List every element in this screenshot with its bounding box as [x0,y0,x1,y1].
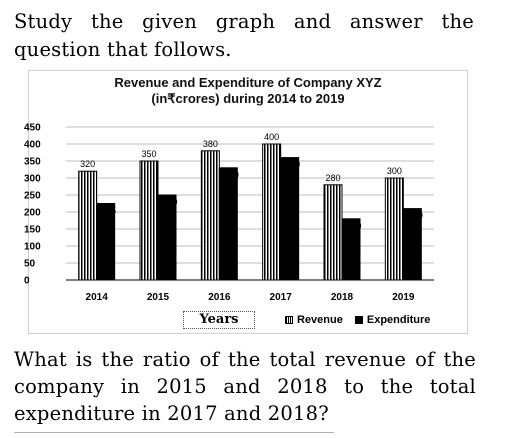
y-tick-label: 450 [24,123,41,134]
x-tick-label: 2016 [208,292,231,303]
question-text: What is the ratio of the total revenue o… [14,348,476,425]
revenue-bar [139,160,159,281]
x-tick-label: 2014 [86,292,109,303]
revenue-data-label: 350 [141,149,156,159]
y-axis-ticks: 0 50 100 150 200 250 300 350 400 450 [24,123,41,287]
chart-title: Revenue and Expenditure of Company XYZ (… [29,75,467,107]
expenditure-data-label: 360 [285,160,300,170]
legend: Revenue Expenditure [285,314,430,326]
x-tick-label: 2015 [147,292,170,303]
x-tick-label: 2019 [392,292,415,303]
bars [78,143,422,281]
expenditure-data-label: 250 [162,197,177,207]
y-tick-label: 200 [24,208,41,219]
expenditure-data-label: 225 [101,206,116,216]
expenditure-data-label: 210 [408,211,423,221]
y-tick-label: 250 [24,191,41,202]
y-tick-label: 350 [24,157,41,168]
legend-swatch-expenditure [354,316,363,324]
y-tick-label: 0 [24,276,30,287]
chart-title-line-2: (in₹crores) during 2014 to 2019 [151,91,345,106]
expenditure-bar [280,157,300,281]
chart-title-line-1: Revenue and Expenditure of Company XYZ [114,75,382,90]
legend-label-expenditure: Expenditure [366,314,431,326]
revenue-bar [323,184,343,281]
divider-line [14,432,334,433]
y-tick-label: 400 [24,140,41,151]
x-tick-label: 2018 [331,292,354,303]
grid-lines [66,126,434,264]
expenditure-bar [157,194,177,281]
revenue-bar [384,177,404,281]
revenue-data-label: 380 [203,139,218,149]
revenue-data-label: 300 [387,166,402,176]
expenditure-data-label: 180 [346,221,361,231]
y-tick-label: 50 [24,259,36,270]
x-axis-title: Years [183,311,255,329]
revenue-data-label: 320 [80,159,95,169]
revenue-bar [78,170,98,281]
x-tick-label: 2017 [270,292,293,303]
revenue-data-label: 280 [325,173,340,183]
expenditure-bar [218,167,238,281]
expenditure-data-label: 330 [224,170,239,180]
revenue-data-label: 400 [264,132,279,142]
legend-swatch-revenue [285,316,293,324]
x-axis-ticks: 2014 2015 2016 2017 2018 2019 [86,292,415,303]
y-tick-label: 150 [24,225,41,236]
revenue-bar [200,150,220,281]
data-labels: 320 225 350 250 380 330 400 360 280 180 300 210 [80,132,423,231]
question-intro: Study the given graph and answer the que… [14,10,474,61]
y-tick-label: 300 [24,174,41,185]
revenue-bar [262,143,282,281]
legend-label-revenue: Revenue [297,314,343,326]
y-tick-label: 100 [24,242,41,253]
